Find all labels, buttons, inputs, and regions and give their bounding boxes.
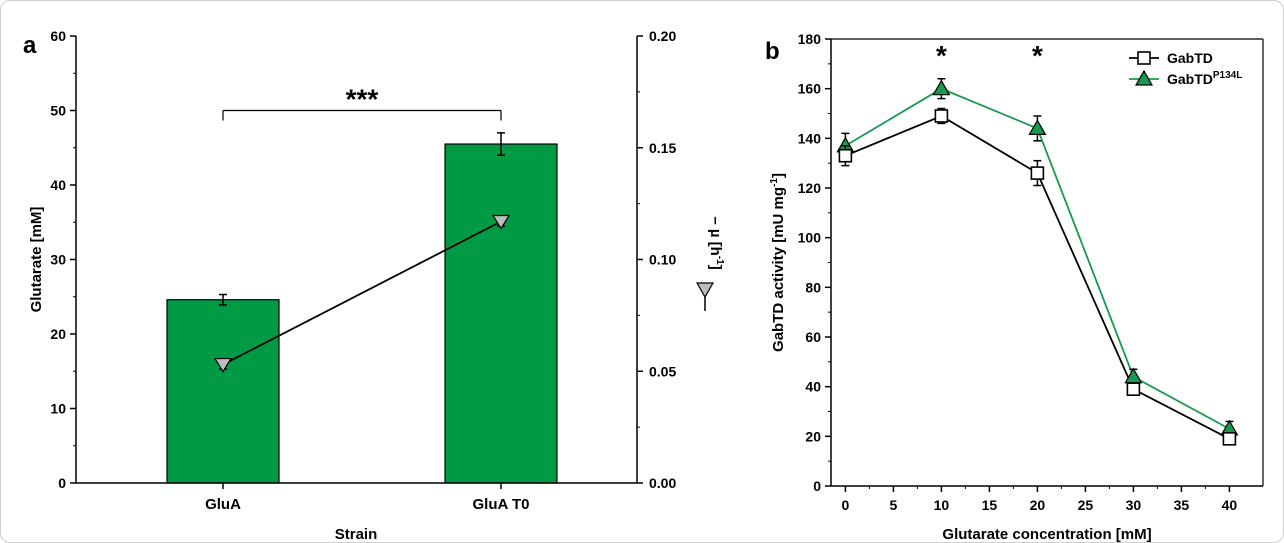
y2-tick-label: 0.00 <box>649 475 676 491</box>
b-y-tick-label: 40 <box>805 379 821 395</box>
significance-star-0: * <box>936 40 947 71</box>
significance-star-1: * <box>1032 40 1043 71</box>
b-x-tick-label: 40 <box>1222 497 1238 513</box>
b-x-tick-label: 20 <box>1030 497 1046 513</box>
bar-1 <box>444 143 558 484</box>
legend-marker-1 <box>1134 69 1154 86</box>
legend-label-1: GabTDP134L <box>1167 70 1242 87</box>
series-0-point-4 <box>1222 432 1237 446</box>
b-y-tick-label: 20 <box>805 428 821 444</box>
y-tick-label: 30 <box>50 252 66 268</box>
b-x-tick-label: 30 <box>1126 497 1142 513</box>
growth-rate-point-1 <box>491 214 511 230</box>
b-x-tick-label: 5 <box>890 497 898 513</box>
b-x-tick-label: 35 <box>1174 497 1190 513</box>
bar-error-1 <box>497 132 505 156</box>
growth-rate-line <box>222 220 502 366</box>
y-tick-label: 60 <box>50 28 66 44</box>
x-tick-label: GluA <box>205 496 241 513</box>
y-tick-label: 40 <box>50 177 66 193</box>
b-y-tick-label: 80 <box>805 279 821 295</box>
b-y-axis-title: GabTD activity [mU mg-1] <box>769 173 787 352</box>
b-y-tick-label: 0 <box>813 478 821 494</box>
y2-tick-label: 0.10 <box>649 252 676 268</box>
y2-tick-label: 0.15 <box>649 140 676 156</box>
series-0-point-3 <box>1126 382 1141 396</box>
y-axis-title: Glutarate [mM] <box>28 207 45 313</box>
bar-0 <box>166 299 280 484</box>
y2-legend-marker <box>695 282 715 299</box>
x-tick-label: GluA T0 <box>473 496 530 513</box>
b-x-tick-label: 15 <box>982 497 998 513</box>
series-0-point-2 <box>1030 166 1045 180</box>
series-1-point-2 <box>1028 119 1047 135</box>
b-y-tick-label: 160 <box>798 81 822 97</box>
y-tick-label: 50 <box>50 103 66 119</box>
bar-error-0 <box>219 293 227 306</box>
growth-rate-point-0 <box>213 357 233 373</box>
y2-tick-label: 0.20 <box>649 28 676 44</box>
series-0-point-1 <box>934 109 949 123</box>
panel-label-a: a <box>23 32 37 59</box>
b-x-tick-label: 25 <box>1078 497 1094 513</box>
legend-marker-0 <box>1137 51 1151 65</box>
b-y-tick-label: 140 <box>798 130 822 146</box>
legend-label-0: GabTD <box>1167 50 1213 66</box>
series-0-point-0 <box>838 148 853 163</box>
y-tick-label: 10 <box>50 401 66 417</box>
series-1-point-1 <box>932 79 951 96</box>
b-y-tick-label: 60 <box>805 329 821 345</box>
b-y-tick-label: 100 <box>798 230 822 246</box>
b-y-tick-label: 180 <box>798 31 822 47</box>
b-x-tick-label: 10 <box>934 497 950 513</box>
b-x-tick-label: 0 <box>842 497 850 513</box>
significance-label: *** <box>346 84 379 115</box>
panel-label-b: b <box>765 38 780 65</box>
y-tick-label: 0 <box>58 475 66 491</box>
y2-tick-label: 0.05 <box>649 363 676 379</box>
y2-axis-title: – µ [h-1] <box>707 216 725 269</box>
x-axis-title: Strain <box>335 526 378 542</box>
b-y-tick-label: 120 <box>798 180 822 196</box>
b-x-axis-title: Glutarate concentration [mM] <box>942 526 1151 542</box>
y-tick-label: 20 <box>50 326 66 342</box>
